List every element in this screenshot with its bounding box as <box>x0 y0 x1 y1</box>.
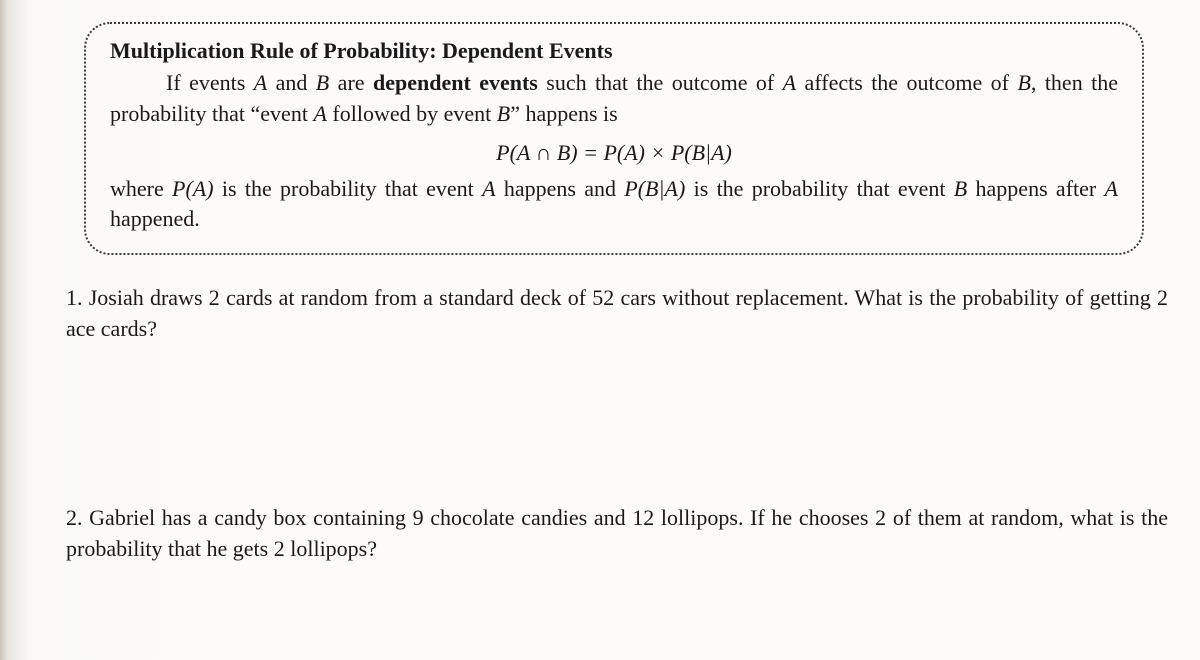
t: where <box>110 176 172 201</box>
question-1: 1. Josiah draws 2 cards at random from a… <box>66 283 1168 345</box>
var-B: B <box>954 176 967 201</box>
dependent-events: dependent events <box>373 70 538 95</box>
var-B: B <box>497 101 510 126</box>
t: are <box>329 70 373 95</box>
q2-number: 2. <box>66 505 89 530</box>
var-A: A <box>482 176 495 201</box>
t: is the probability that event <box>685 176 954 201</box>
q1-text: Josiah draws 2 cards at random from a st… <box>66 285 1168 341</box>
var-B: B <box>316 70 329 95</box>
t: followed by event <box>327 101 497 126</box>
var-A: A <box>254 70 267 95</box>
rule-explanation: where P(A) is the probability that event… <box>110 174 1118 236</box>
var-B: B <box>1017 70 1030 95</box>
rule-title: Multiplication Rule of Probability: Depe… <box>110 38 1118 64</box>
var-A: A <box>313 101 326 126</box>
t: happens and <box>496 176 625 201</box>
formula: P(A ∩ B) = P(A) × P(B|A) <box>110 140 1118 166</box>
PA: P(A) <box>172 176 214 201</box>
t: ” happens is <box>510 101 618 126</box>
q2-text: Gabriel has a candy box containing 9 cho… <box>66 505 1168 561</box>
var-A: A <box>1105 176 1118 201</box>
var-A: A <box>783 70 796 95</box>
t: If events <box>166 70 254 95</box>
t: happened. <box>110 206 200 231</box>
worksheet-page: Multiplication Rule of Probability: Depe… <box>0 0 1200 660</box>
t: and <box>267 70 316 95</box>
q1-number: 1. <box>66 285 89 310</box>
question-2: 2. Gabriel has a candy box containing 9 … <box>66 503 1168 565</box>
rule-definition: If events A and B are dependent events s… <box>110 68 1118 130</box>
t: happens after <box>967 176 1104 201</box>
rule-box: Multiplication Rule of Probability: Depe… <box>84 22 1144 255</box>
PBA: P(B|A) <box>624 176 685 201</box>
t: affects the outcome of <box>796 70 1017 95</box>
t: such that the outcome of <box>538 70 783 95</box>
t: is the probability that event <box>214 176 483 201</box>
